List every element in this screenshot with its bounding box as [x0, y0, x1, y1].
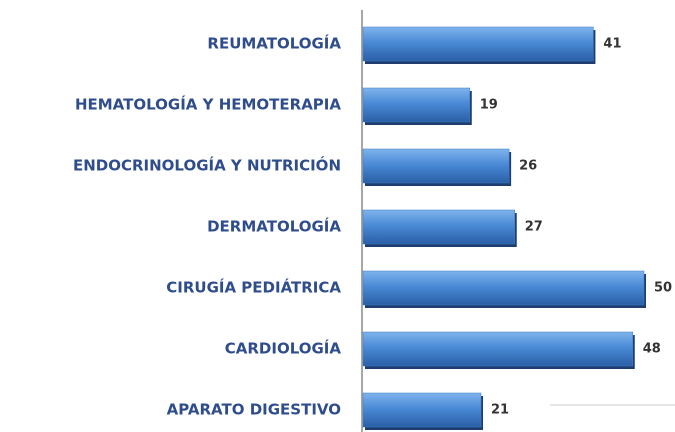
bar: [362, 87, 471, 123]
category-label: APARATO DIGESTIVO: [167, 401, 341, 419]
value-label: 27: [525, 220, 543, 235]
category-label: CIRUGÍA PEDIÁTRICA: [166, 278, 341, 297]
bar: [362, 209, 515, 245]
category-label: HEMATOLOGÍA Y HEMOTERAPIA: [75, 95, 341, 114]
bar: [362, 26, 594, 62]
value-label: 21: [491, 403, 509, 418]
value-label: 41: [603, 37, 621, 52]
value-label: 19: [480, 98, 498, 113]
bar: [362, 331, 634, 367]
bar: [362, 270, 645, 306]
category-label: CARDIOLOGÍA: [225, 339, 342, 358]
bar: [362, 148, 510, 184]
value-label: 48: [643, 342, 661, 357]
category-label: ENDOCRINOLOGÍA Y NUTRICIÓN: [73, 156, 341, 175]
value-label: 50: [654, 281, 672, 296]
category-label: REUMATOLOGÍA: [207, 34, 341, 53]
value-label: 26: [519, 159, 537, 174]
bar: [362, 392, 482, 428]
category-label: DERMATOLOGÍA: [207, 217, 341, 236]
